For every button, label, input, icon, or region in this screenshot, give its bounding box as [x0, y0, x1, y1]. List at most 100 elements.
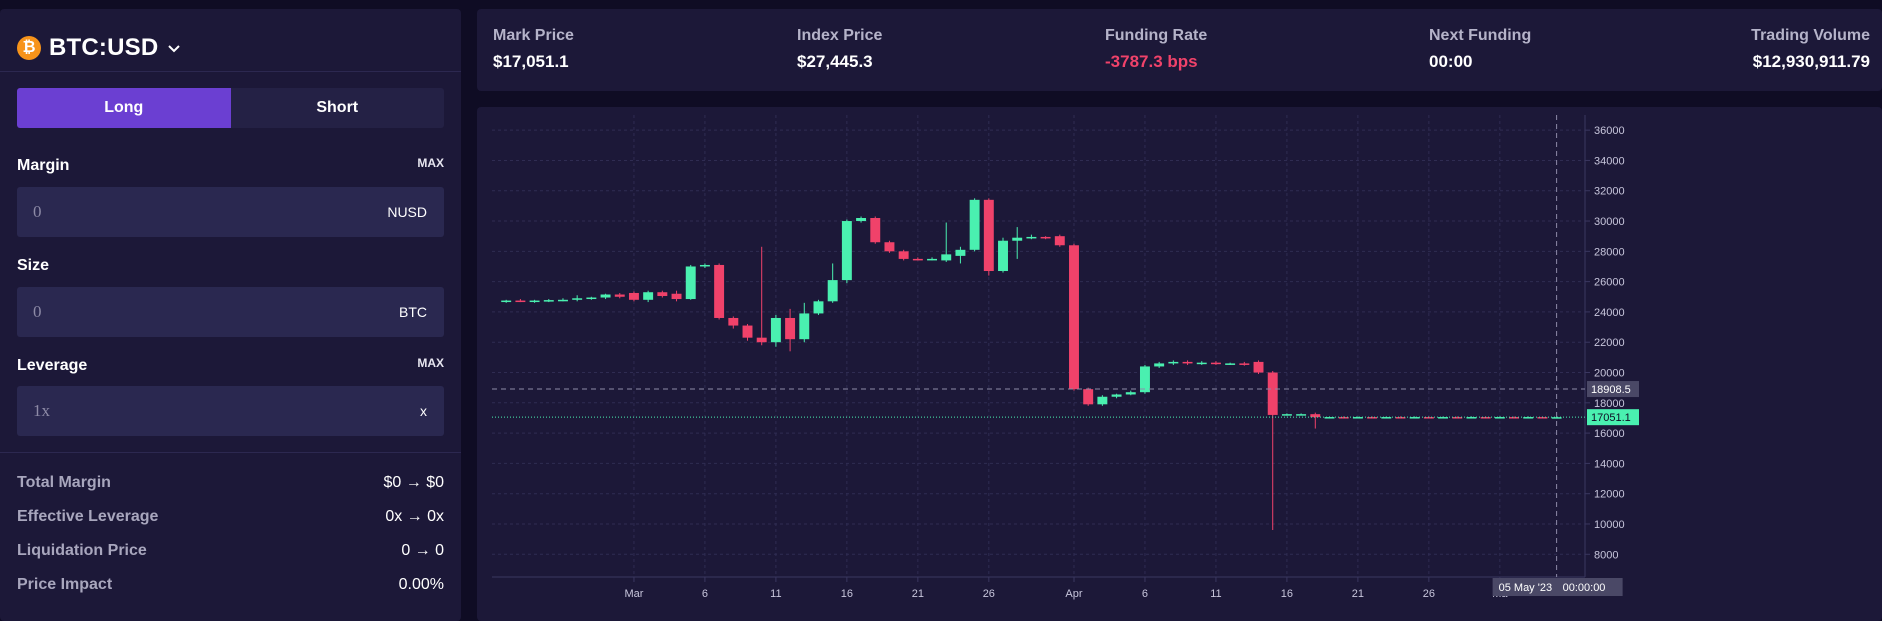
candle-body	[728, 317, 739, 326]
y-tick-label: 20000	[1594, 368, 1625, 380]
market-name: BTC:USD	[49, 34, 159, 61]
summary-total-margin: Total Margin $0 → $0	[17, 474, 444, 492]
last-price-badge	[1587, 409, 1639, 426]
leverage-label: Leverage	[17, 357, 88, 374]
candle-body	[742, 325, 753, 338]
y-tick-label: 16000	[1594, 428, 1625, 440]
stat-index-price: Index Price $27,445.3	[797, 27, 882, 72]
candle-body	[1182, 361, 1193, 364]
crosshair-date-badge	[1492, 578, 1623, 596]
candle-body	[501, 300, 512, 303]
bitcoin-icon: ₿	[17, 36, 41, 60]
leverage-max-button[interactable]: MAX	[417, 356, 444, 370]
trade-panel: ₿ BTC:USD Long Short Margin MAX NUSD Siz…	[0, 9, 461, 621]
chevron-down-icon	[168, 40, 181, 56]
divider	[0, 71, 461, 72]
summary-value: $0 → $0	[383, 474, 444, 491]
size-field: BTC	[17, 286, 444, 338]
candle-body	[1523, 417, 1534, 419]
leverage-input[interactable]	[17, 385, 420, 437]
candle-body	[529, 300, 540, 303]
candle-body	[1537, 417, 1548, 419]
candle-body	[1239, 363, 1250, 365]
market-stats-bar: Mark Price $17,051.1 Index Price $27,445…	[477, 9, 1882, 91]
candle-body	[1281, 414, 1292, 416]
candle-body	[1352, 417, 1363, 419]
long-button[interactable]: Long	[17, 88, 231, 128]
stat-value: -3787.3 bps	[1105, 52, 1198, 71]
summary-liquidation-price: Liquidation Price 0 → 0	[17, 542, 444, 560]
candle-body	[983, 199, 994, 272]
candle-body	[1040, 236, 1051, 239]
candle-body	[1409, 417, 1420, 419]
x-tick-label: 11	[1210, 588, 1221, 600]
candle-body	[1125, 392, 1136, 395]
y-tick-label: 24000	[1594, 307, 1625, 319]
candle-body	[1139, 366, 1150, 393]
price-chart-panel: 8000 10000 12000 14000 16000 18000 20000 22000 2…	[477, 107, 1882, 621]
stat-label: Trading Volume	[1751, 27, 1870, 44]
last-price-label: 17051.1	[1591, 412, 1631, 424]
size-label: Size	[17, 257, 50, 274]
y-tick-label: 14000	[1594, 458, 1625, 470]
x-tick-label: 26	[983, 588, 995, 600]
stat-value: $17,051.1	[493, 52, 569, 71]
candle-body	[856, 218, 867, 222]
stat-mark-price: Mark Price $17,051.1	[493, 27, 574, 72]
margin-max-button[interactable]: MAX	[417, 156, 444, 170]
y-tick-label: 36000	[1594, 125, 1625, 137]
stat-value: $12,930,911.79	[1752, 52, 1870, 71]
candle-body	[558, 299, 568, 302]
candle-body	[1438, 417, 1449, 419]
crosshair-time-label: 00:00:00	[1563, 582, 1606, 594]
candle-body	[1054, 236, 1065, 246]
stat-label: Next Funding	[1429, 27, 1532, 44]
candle-body	[1012, 237, 1023, 241]
margin-input[interactable]	[17, 186, 388, 238]
candle-body	[1551, 417, 1562, 419]
candle-body	[1509, 417, 1519, 419]
candle-body	[515, 300, 526, 303]
candle-body	[1310, 414, 1321, 418]
candle-body	[1168, 361, 1179, 364]
candle-body	[1395, 417, 1406, 419]
candle-body	[969, 199, 980, 250]
summary-value: 0 → 0	[401, 542, 444, 559]
candle-body	[628, 292, 639, 300]
y-tick-label: 26000	[1594, 277, 1625, 289]
margin-unit: NUSD	[387, 204, 427, 220]
crosshair-date-label: 05 May '23	[1499, 582, 1552, 594]
summary-key: Total Margin	[17, 474, 111, 491]
candle-body	[1026, 236, 1037, 239]
candle-body	[1494, 417, 1505, 419]
candle-body	[1480, 417, 1491, 419]
candle-body	[1225, 363, 1236, 365]
candle-body	[1253, 361, 1264, 373]
candle-body	[1111, 394, 1122, 397]
summary-value: 0x → 0x	[385, 508, 444, 525]
candle-body	[884, 242, 895, 252]
short-button[interactable]: Short	[230, 88, 444, 128]
x-tick-label: 21	[912, 588, 924, 600]
y-tick-label: 18000	[1594, 398, 1625, 410]
candle-body	[955, 249, 966, 256]
candle-body	[1083, 389, 1094, 405]
candle-body	[1324, 417, 1335, 419]
candle-body	[1210, 362, 1221, 365]
summary-value: 0.00%	[398, 576, 444, 593]
candle-body	[1154, 363, 1165, 367]
summary-effective-leverage: Effective Leverage 0x → 0x	[17, 508, 444, 526]
candle-body	[671, 293, 682, 300]
candle-body	[600, 294, 611, 298]
candle-body	[643, 292, 654, 300]
candle-body	[657, 292, 668, 297]
stat-funding-rate: Funding Rate -3787.3 bps	[1105, 27, 1207, 72]
candle-body	[586, 297, 597, 300]
candle-body	[1267, 372, 1278, 415]
candle-body	[1069, 245, 1079, 390]
market-selector[interactable]: ₿ BTC:USD	[17, 34, 181, 62]
price-chart[interactable]: 8000 10000 12000 14000 16000 18000 20000 22000 2…	[477, 107, 1882, 621]
size-input[interactable]	[17, 286, 399, 338]
candle-body	[998, 240, 1008, 272]
candle-body	[799, 313, 810, 340]
